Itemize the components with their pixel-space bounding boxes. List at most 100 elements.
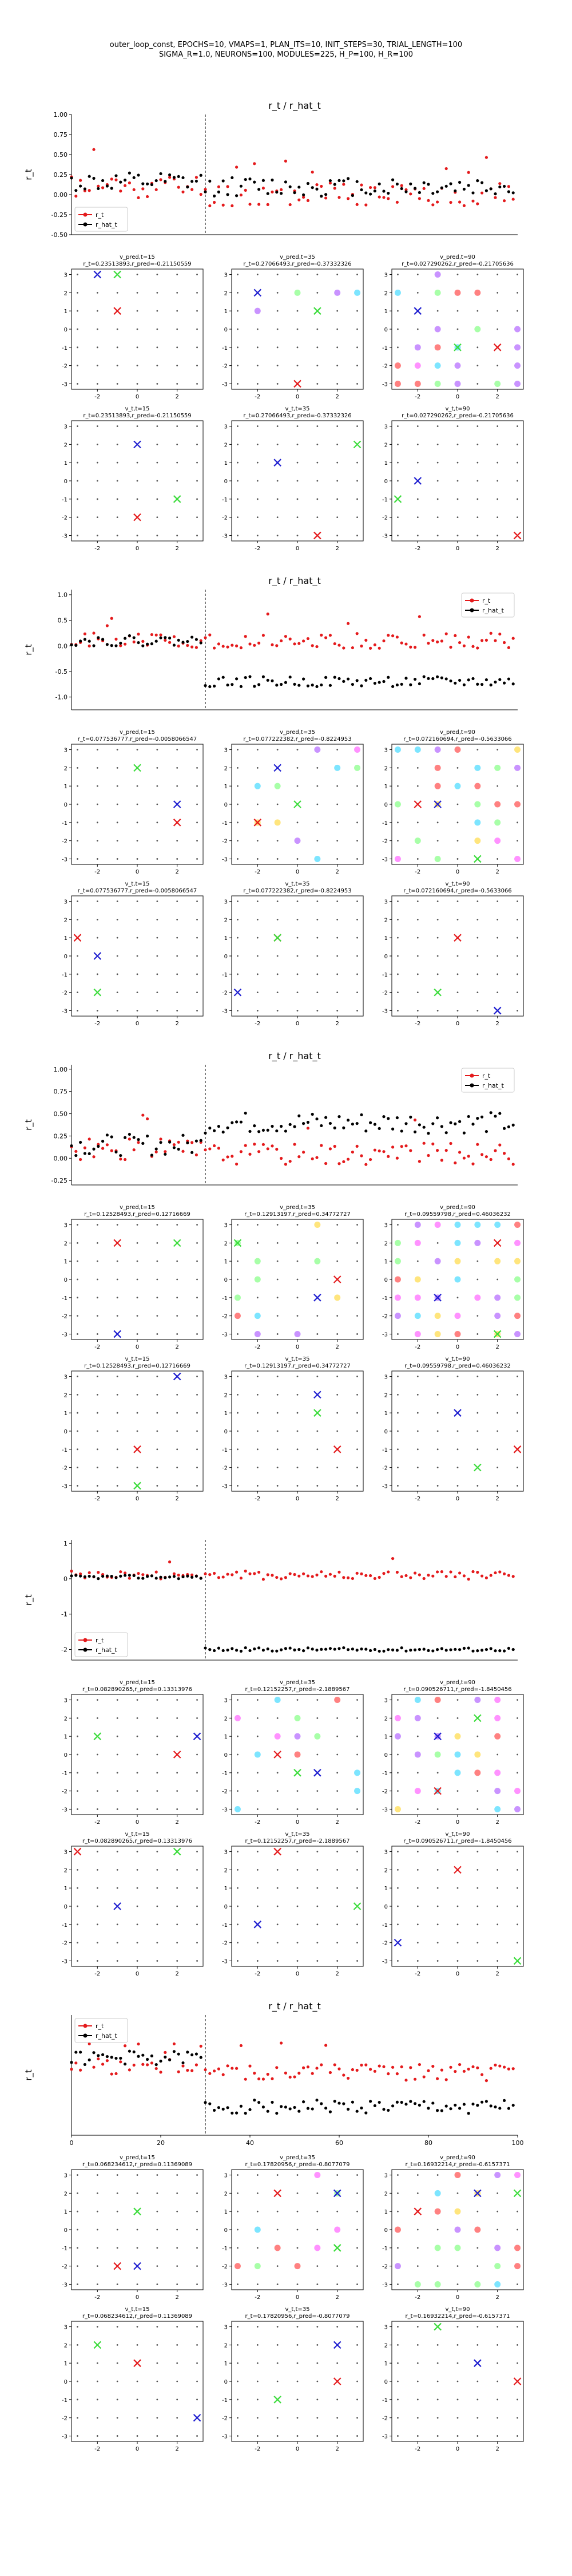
r-t-point [154,1150,158,1153]
grid-dot [196,2380,198,2383]
r-hat-t-point [409,182,412,185]
r-t-point [92,1155,96,1159]
r-hat-t-point [271,178,274,182]
r-hat-t-point [105,1574,109,1578]
r-hat-t-point [204,684,207,688]
r-hat-t-point [83,187,86,191]
goal-circle-icon [474,837,481,844]
y-tick-label: 1 [64,1734,67,1740]
grid-dot [296,1485,299,1487]
y-tick-label: -3 [62,1483,67,1490]
r-hat-t-point [489,2104,492,2108]
grid-subplot-v_pred-3: v_pred,t=90r_t=0.16932214,r_pred=-0.6157… [382,2155,524,2301]
prediction-x-mark-icon [414,800,422,808]
grid-dot [156,1717,158,1719]
r-t-point [261,187,265,190]
grid-dot [256,1412,259,1414]
r-t-point [511,2067,515,2071]
grid-dot [456,2326,459,2328]
prediction-x-mark-icon [513,2189,522,2198]
grid-dot [356,1942,358,1944]
grid-subplot-title: v_pred,t=15 [120,254,155,260]
r-t-point [440,1159,444,1162]
grid-dot [116,1868,118,1871]
r-hat-t-point [511,1123,515,1127]
legend-marker [83,222,88,227]
grid-dot [196,821,198,824]
r-t-point [507,646,511,649]
r-hat-t-point [395,1649,399,1652]
grid-dot [336,1010,339,1012]
grid-subplot-v_t-1: v_t,t=15r_t=0.23513893,r_pred=-0.2115055… [62,406,204,552]
goal-circle-icon [414,1330,421,1337]
y-tick-label: 0 [64,802,67,808]
r-hat-t-point [284,180,287,184]
goal-circle-icon [394,801,401,808]
r-hat-t-point [507,1125,511,1129]
r-t-point [440,2068,444,2072]
y-tick-label: -3 [222,856,228,863]
y-tick-label: -3 [382,1958,388,1965]
grid-dot [237,365,239,367]
grid-dot [116,973,118,975]
y-tick-label: 1 [64,1411,67,1417]
r-hat-t-point [462,1646,466,1650]
grid-dot [136,858,138,860]
grid-dot [336,1808,339,1810]
grid-dot [517,1376,518,1377]
legend-label: r_hat_t [96,221,118,228]
grid-dot [276,1393,279,1396]
grid-dot [356,1412,358,1414]
r-t-point [88,2042,91,2046]
r-t-point [489,1574,492,1577]
grid-dot [336,1224,339,1226]
grid-dot [196,1790,198,1792]
grid-dot [416,1448,419,1451]
r-hat-t-point [266,1128,269,1132]
r-hat-t-point [347,1119,350,1122]
grid-dot [136,2247,138,2249]
grid-subplot-subtitle: r_t=0.27066493,r_pred=-0.37332326 [243,261,351,267]
grid-dot [276,1376,279,1377]
grid-dot [96,937,98,939]
grid-dot [276,1467,279,1469]
grid-dot [436,821,439,824]
grid-dot [176,1717,178,1719]
r-t-point [105,1143,109,1147]
grid-dot [356,2174,358,2176]
r-hat-t-point [494,1649,497,1653]
r-hat-t-point [382,679,386,683]
legend-box [461,592,515,618]
grid-subplot-title: v_t,t=90 [445,881,470,887]
r-t-point [347,197,350,200]
y-tick-label: -3 [382,1332,388,1338]
r-hat-t-point [342,1126,345,1129]
y-tick-label: -3 [382,533,388,539]
grid-dot [256,365,259,367]
y-tick-label: 0 [224,802,228,808]
r-t-point [436,2077,439,2080]
goal-circle-icon [474,764,481,771]
r-t-point [480,639,484,642]
grid-dot [296,2229,299,2231]
y-tick-label: 1 [384,935,388,942]
grid-dot [196,767,198,769]
grid-dot [96,821,98,824]
y-tick-label: 2 [224,917,228,923]
y-tick-label: 1 [384,1411,388,1417]
r-hat-t-point [114,2056,118,2060]
r-t-point [253,1143,256,1146]
grid-dot [336,346,339,349]
grid-dot [237,1942,239,1944]
y-tick-label: -2 [382,364,388,370]
grid-dot [176,840,178,842]
grid-dot [316,1010,319,1012]
grid-dot [476,1376,479,1377]
r-hat-t-point [494,1115,497,1118]
grid-dot [156,1808,158,1810]
r-hat-t-point [119,1153,122,1157]
r-hat-t-point [271,2100,274,2104]
y-tick-label: -2 [222,1941,228,1947]
goal-circle-icon [254,2263,261,2270]
r-hat-t-point [172,2050,176,2053]
